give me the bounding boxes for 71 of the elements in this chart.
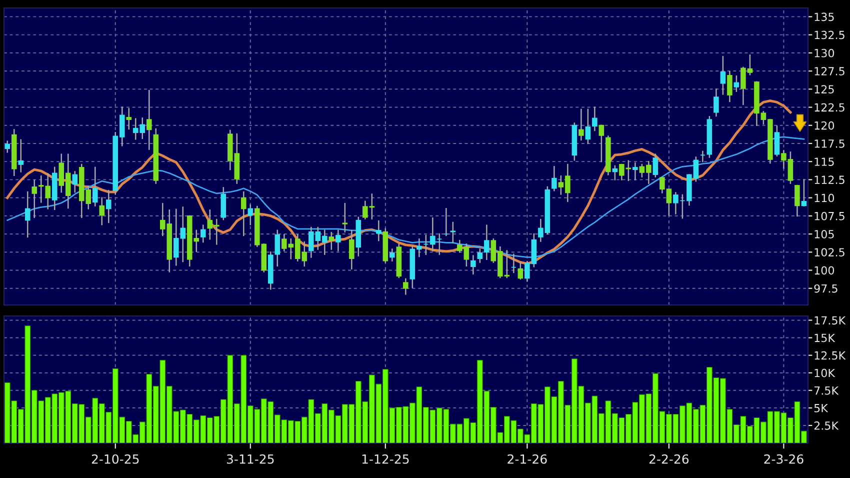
y-tick-label: 135 xyxy=(814,12,834,22)
x-tick-label: 2-3-26 xyxy=(764,454,804,464)
candlestick xyxy=(72,171,78,193)
candlestick xyxy=(248,204,254,226)
candlestick xyxy=(470,255,476,274)
candlestick xyxy=(32,180,38,218)
y-tick-label: 110 xyxy=(814,194,834,202)
candlestick xyxy=(592,106,598,132)
y-tick-label: 130 xyxy=(814,48,834,58)
x-tick-label: 1-12-25 xyxy=(362,454,409,464)
y-tick-label: 112.5 xyxy=(814,176,844,184)
candlestick xyxy=(552,166,557,192)
candlestick xyxy=(484,224,490,260)
candlestick xyxy=(585,108,591,144)
candlestick xyxy=(274,230,280,267)
candlestick xyxy=(390,248,395,262)
candlestick xyxy=(801,179,807,206)
y-tick-label: 115 xyxy=(814,158,834,166)
y-tick-label: 122.5 xyxy=(814,103,844,112)
y-tick-label: 105 xyxy=(814,230,834,238)
x-tick-label: 2-1-26 xyxy=(508,454,547,464)
candlestick xyxy=(220,187,226,220)
candlestick xyxy=(106,190,112,224)
candlestick xyxy=(450,222,456,244)
candlestick xyxy=(18,139,24,172)
y-tick-label: 12.5K xyxy=(814,351,846,360)
x-tick-label: 2-10-25 xyxy=(92,454,139,464)
x-tick-label: 2-2-26 xyxy=(649,454,689,464)
candlestick xyxy=(342,202,348,232)
candlestick xyxy=(794,184,800,217)
candlestick xyxy=(328,232,334,250)
candlestick xyxy=(632,162,638,180)
x-tick-label: 3-11-25 xyxy=(226,454,274,464)
y-tick-label: 132.5 xyxy=(814,30,844,40)
candlestick xyxy=(126,108,132,130)
candlestick xyxy=(518,262,524,280)
y-tick-label: 10K xyxy=(814,368,836,378)
candlestick xyxy=(4,140,10,153)
y-tick-label: 100 xyxy=(814,266,834,275)
candlestick xyxy=(92,166,98,206)
y-tick-label: 15K xyxy=(814,334,836,342)
candlestick xyxy=(477,248,483,263)
candlestick xyxy=(714,88,719,117)
y-tick-label: 117.5 xyxy=(814,140,844,148)
candlestick xyxy=(652,154,658,178)
candlestick xyxy=(200,224,206,243)
candlestick xyxy=(349,230,354,270)
y-tick-label: 2.5K xyxy=(814,421,839,430)
y-tick-label: 127.5 xyxy=(814,66,844,76)
y-tick-label: 125 xyxy=(814,85,834,94)
candlestick xyxy=(403,278,408,295)
candlestick xyxy=(612,165,618,180)
candlestick xyxy=(376,220,382,242)
y-tick-label: 120 xyxy=(814,121,834,130)
candlestick xyxy=(727,71,732,102)
candlestick xyxy=(99,197,105,226)
candlestick xyxy=(598,124,604,162)
candlestick xyxy=(336,230,341,252)
candlestick xyxy=(578,108,584,140)
candlestick xyxy=(24,191,30,238)
y-tick-label: 107.5 xyxy=(814,212,844,220)
candlestick xyxy=(720,56,726,95)
candlestick xyxy=(146,90,152,150)
y-tick-label: 5K xyxy=(814,404,828,412)
y-tick-label: 7.5K xyxy=(814,386,839,395)
y-tick-label: 102.5 xyxy=(814,248,844,256)
candlestick xyxy=(734,75,740,92)
candlestick xyxy=(241,191,246,236)
candlestick xyxy=(774,125,780,156)
y-tick-label: 97.5 xyxy=(814,284,838,293)
y-tick-label: 17.5K xyxy=(814,316,846,325)
